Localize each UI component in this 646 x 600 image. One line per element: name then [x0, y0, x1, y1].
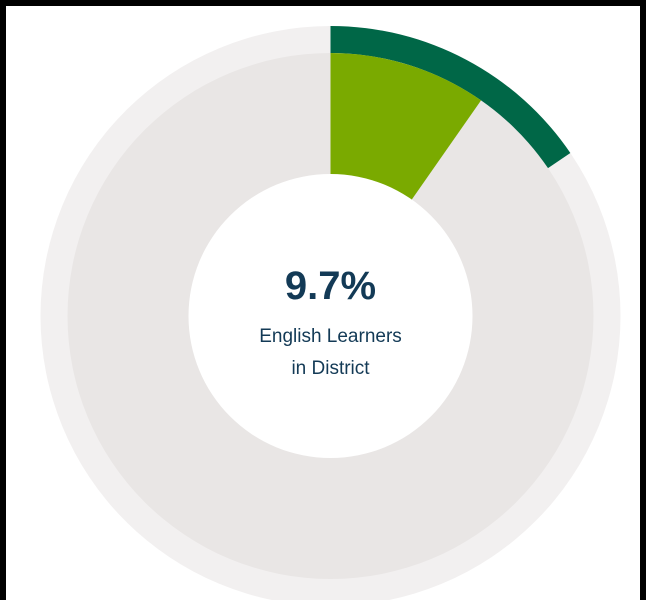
donut-chart [40, 26, 621, 600]
outer-value-arc [330, 26, 571, 169]
center-value: 9.7% [284, 264, 377, 308]
center-hole [188, 174, 473, 458]
center-label-line-1: English Learners [259, 326, 402, 347]
chart-panel: 9.7% English Learners in District [6, 6, 640, 600]
center-label-line-2: in District [291, 358, 370, 379]
